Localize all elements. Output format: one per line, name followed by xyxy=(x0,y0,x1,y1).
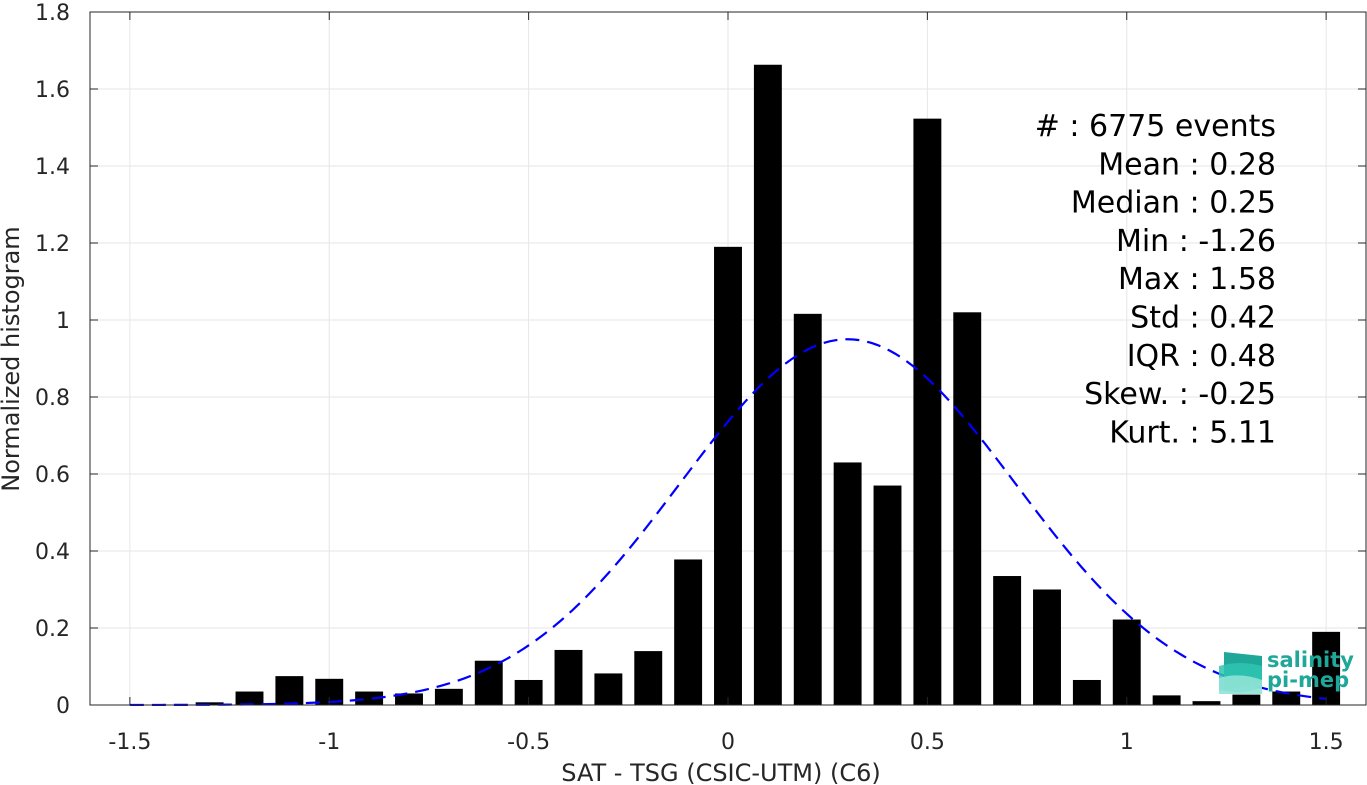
y-tick-label: 1.6 xyxy=(35,78,70,103)
histogram-bar xyxy=(395,693,423,705)
histogram-bar xyxy=(1312,631,1341,705)
stat-line: # : 6775 events xyxy=(1035,109,1276,144)
x-axis-label: SAT - TSG (CSIC-UTM) (C6) xyxy=(561,759,880,785)
stat-line: Kurt. : 5.11 xyxy=(1109,415,1276,450)
histogram-bar xyxy=(873,485,902,705)
y-tick-label: 0.4 xyxy=(35,540,70,565)
histogram-bar xyxy=(594,673,623,705)
x-tick-label: 0 xyxy=(721,730,735,755)
salinity-pi-mep-logo: salinity pi-mep xyxy=(1219,648,1354,694)
histogram-bar xyxy=(753,64,782,706)
y-tick-label: 1.4 xyxy=(35,155,70,180)
x-tick-label: 1 xyxy=(1120,730,1134,755)
histogram-bar xyxy=(993,576,1022,705)
y-tick-label: 1.2 xyxy=(35,232,70,257)
histogram-bar xyxy=(355,691,384,705)
stat-line: Std : 0.42 xyxy=(1130,301,1276,336)
logo-icon xyxy=(1219,652,1262,694)
histogram-bar xyxy=(1112,619,1141,705)
histogram-bar xyxy=(554,649,583,705)
histogram-bar xyxy=(714,246,742,705)
x-tick-label: 1.5 xyxy=(1309,730,1344,755)
logo-text-salinity: salinity xyxy=(1267,648,1354,672)
histogram-bar xyxy=(434,688,463,705)
stat-line: Max : 1.58 xyxy=(1118,262,1276,297)
logo-text-pi-mep: pi-mep xyxy=(1267,668,1349,692)
x-tick-label: -0.5 xyxy=(507,730,550,755)
histogram-bar xyxy=(953,312,982,705)
histogram-bar xyxy=(634,651,663,705)
y-tick-label: 0.2 xyxy=(35,617,70,642)
histogram-bar xyxy=(275,676,304,705)
histogram-bar xyxy=(235,691,264,705)
histogram-bar xyxy=(674,559,703,705)
histogram-bar xyxy=(1033,589,1061,705)
histogram-bar xyxy=(1232,694,1261,705)
stat-line: Mean : 0.28 xyxy=(1098,147,1276,182)
y-tick-label: 0.8 xyxy=(35,386,70,411)
stat-line: IQR : 0.48 xyxy=(1127,339,1276,374)
stat-line: Median : 0.25 xyxy=(1071,186,1276,221)
x-tick-label: 0.5 xyxy=(910,730,945,755)
histogram-bar xyxy=(1152,695,1181,705)
histogram-bar xyxy=(1192,701,1221,705)
y-axis-label: Normalized histogram xyxy=(0,226,25,491)
histogram-bars xyxy=(195,64,1341,706)
x-tick-label: -1 xyxy=(318,730,340,755)
y-axis-ticks: 0 0.2 0.4 0.6 0.8 1 1.2 1.4 1.6 1.8 xyxy=(35,1,1366,719)
x-tick-label: -1.5 xyxy=(108,730,151,755)
histogram-bar xyxy=(1072,679,1101,705)
y-tick-label: 1 xyxy=(56,309,70,334)
x-axis-ticks: -1.5 -1 -0.5 0 0.5 1 1.5 xyxy=(108,12,1344,755)
stat-line: Skew. : -0.25 xyxy=(1084,377,1276,412)
y-tick-label: 0.6 xyxy=(35,463,70,488)
histogram-bar xyxy=(1272,691,1301,705)
y-tick-label: 0 xyxy=(56,694,70,719)
y-tick-label: 1.8 xyxy=(35,1,70,26)
stat-line: Min : -1.26 xyxy=(1116,224,1276,259)
histogram-bar xyxy=(833,462,862,705)
histogram-bar xyxy=(793,313,822,705)
histogram-bar xyxy=(913,118,942,705)
